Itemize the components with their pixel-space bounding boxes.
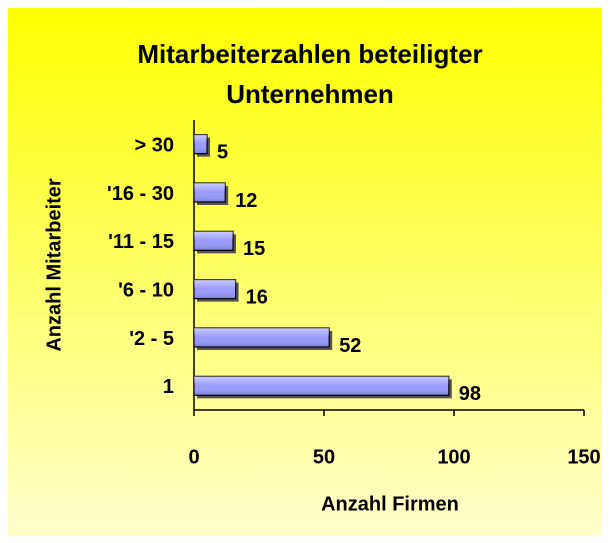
y-tick-label: > 30 (135, 134, 174, 156)
value-label: 16 (246, 286, 268, 308)
y-tick-label: '6 - 10 (118, 279, 174, 301)
bar-shade (194, 376, 449, 396)
bar-shade (194, 328, 330, 347)
x-tick-label: 150 (567, 446, 600, 468)
value-label: 12 (235, 190, 257, 212)
y-axis-title: Anzahl Mitarbeiter (43, 178, 65, 352)
value-label: 98 (459, 383, 481, 405)
value-label: 52 (339, 335, 361, 357)
y-tick-label: '11 - 15 (108, 231, 174, 253)
x-axis-title: Anzahl Firmen (321, 493, 459, 515)
value-label: 15 (243, 238, 265, 260)
background (8, 8, 602, 535)
y-tick-label: '2 - 5 (129, 328, 174, 350)
y-tick-label: '16 - 30 (107, 183, 174, 205)
value-label: 5 (217, 141, 228, 163)
x-tick-label: 50 (313, 446, 335, 468)
bar-shade (194, 134, 207, 154)
bar-shade (194, 183, 226, 202)
x-tick-label: 0 (188, 446, 199, 468)
x-tick-label: 100 (437, 446, 470, 468)
bar-shade (194, 279, 236, 299)
bar-shade (194, 231, 233, 251)
chart-title: Mitarbeiterzahlen beteiligter Unternehme… (137, 39, 483, 109)
y-tick-label: 1 (163, 376, 174, 398)
